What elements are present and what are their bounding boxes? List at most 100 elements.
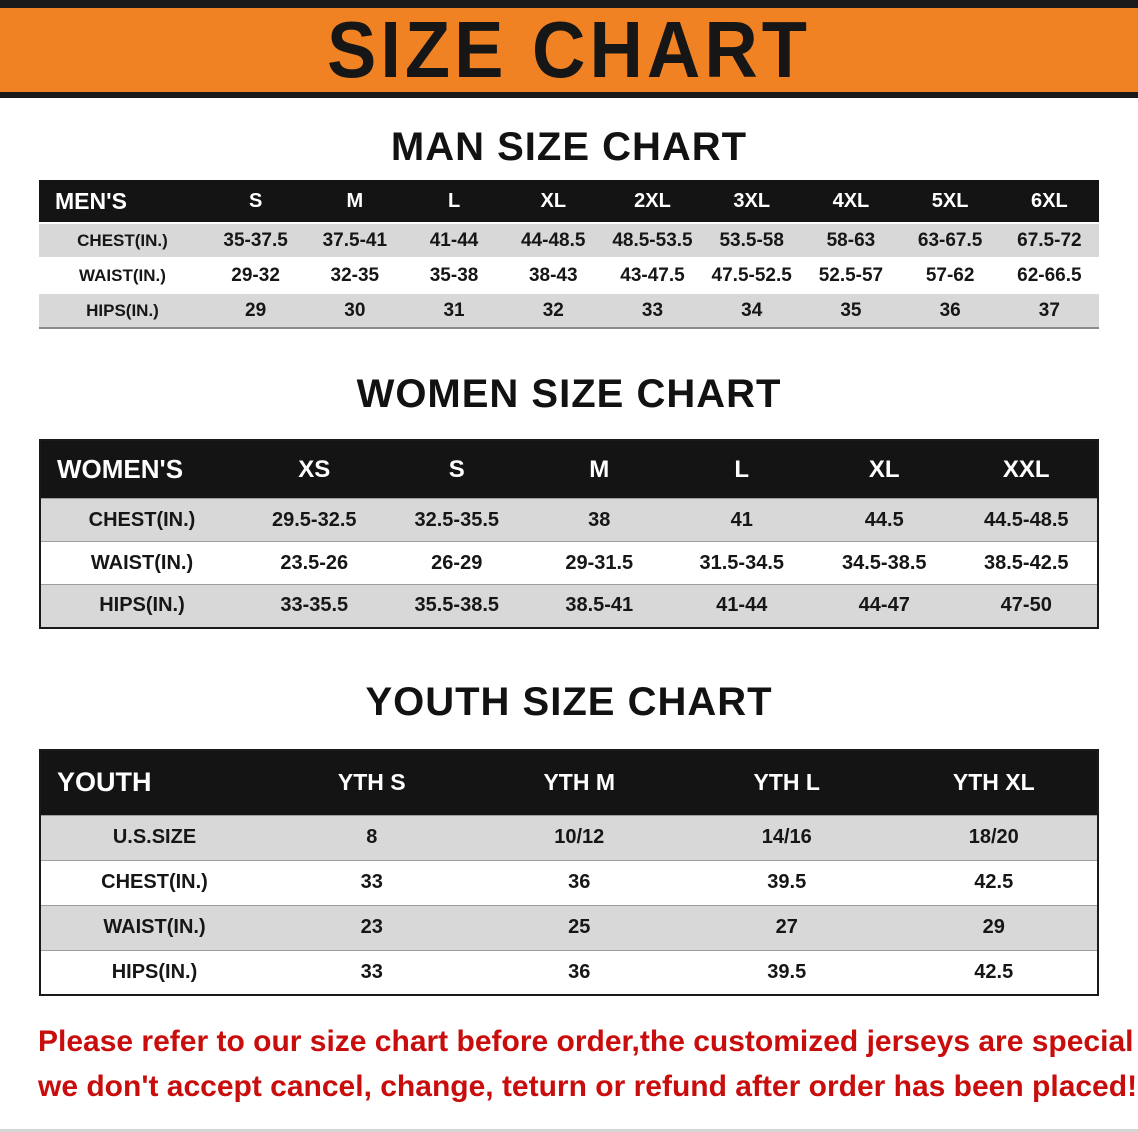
size-value-cell: 53.5-58 <box>719 229 784 251</box>
size-column-header: 5XL <box>900 180 1000 223</box>
size-value-cell: 33 <box>360 871 383 893</box>
size-value-cell: 38-43 <box>528 264 578 286</box>
size-value-cell: 25 <box>568 916 591 938</box>
size-value-cell: 32-35 <box>330 264 380 286</box>
women-size-table: WOMEN'S XS S M L XL XXL CHEST(IN.) 29.5-32.5 32.5… <box>39 439 1099 629</box>
size-value-cell: 41-44 <box>716 594 768 617</box>
size-column-header: XXL <box>955 440 1098 499</box>
size-value-cell: 39.5 <box>767 960 807 983</box>
size-value-cell: 42.5 <box>974 960 1014 983</box>
size-value-cell: 58-63 <box>826 229 876 251</box>
page-title: SIZE CHART <box>327 4 811 95</box>
table-header-row: YOUTH YTH S YTH M YTH L YTH XL <box>40 749 1098 815</box>
size-value-cell: 44.5-48.5 <box>983 508 1069 531</box>
size-column-header: 4XL <box>801 180 901 223</box>
size-value-cell: 38.5-42.5 <box>983 551 1069 574</box>
size-value-cell: 63-67.5 <box>917 229 983 251</box>
size-column-header: S <box>206 180 306 223</box>
size-value-cell: 38 <box>588 508 611 531</box>
youth-size-table: YOUTH YTH S YTH M YTH L YTH XL U.S.SIZE 8 10/12… <box>39 748 1099 996</box>
row-label: HIPS(IN.) <box>99 594 185 617</box>
size-value-cell: 36 <box>939 299 961 321</box>
size-value-cell: 62-66.5 <box>1017 264 1082 286</box>
youth-section: YOUTH SIZE CHART YOUTH YTH S YTH M YTH L YTH… <box>0 679 1138 996</box>
size-value-cell: 27 <box>775 916 798 938</box>
size-value-cell: 48.5-53.5 <box>612 229 693 251</box>
size-value-cell: 18/20 <box>968 826 1019 848</box>
row-label: CHEST(IN.) <box>88 508 196 531</box>
size-value-cell: 33 <box>360 960 383 983</box>
size-value-cell: 33-35.5 <box>280 594 349 617</box>
size-value-cell: 30 <box>344 299 366 321</box>
size-value-cell: 67.5-72 <box>1017 229 1082 251</box>
table-row: HIPS(IN.) 29 30 31 32 33 34 35 36 37 <box>39 293 1099 328</box>
table-row: WAIST(IN.) 23.5-26 26-29 29-31.5 31.5-34.5 34… <box>40 541 1098 585</box>
size-column-header: M <box>305 180 405 223</box>
size-value-cell: 37 <box>1038 299 1060 321</box>
size-column-header: 6XL <box>999 180 1099 223</box>
table-corner-label: MEN'S <box>39 180 206 223</box>
table-header-row: WOMEN'S XS S M L XL XXL <box>40 440 1098 499</box>
size-value-cell: 39.5 <box>767 871 807 893</box>
size-value-cell: 36 <box>568 871 591 893</box>
row-label: WAIST(IN.) <box>90 551 194 574</box>
size-value-cell: 14/16 <box>761 826 812 848</box>
size-value-cell: 29 <box>982 916 1005 938</box>
size-value-cell: 44-48.5 <box>521 229 586 251</box>
table-corner-label: YOUTH <box>40 749 268 815</box>
size-value-cell: 41 <box>730 508 753 531</box>
size-value-cell: 47-50 <box>1000 594 1052 617</box>
size-value-cell: 35-37.5 <box>223 229 288 251</box>
size-value-cell: 41-44 <box>429 229 479 251</box>
size-value-cell: 29.5-32.5 <box>271 508 357 531</box>
disclaimer-line-2: we don't accept cancel, change, teturn o… <box>38 1069 1138 1103</box>
size-value-cell: 42.5 <box>974 871 1014 893</box>
size-value-cell: 34 <box>741 299 763 321</box>
size-column-header: YTH M <box>475 749 683 815</box>
size-column-header: XS <box>243 440 386 499</box>
size-value-cell: 35-38 <box>429 264 479 286</box>
size-value-cell: 23 <box>360 916 383 938</box>
size-value-cell: 32.5-35.5 <box>414 508 499 531</box>
size-value-cell: 35 <box>840 299 862 321</box>
size-value-cell: 52.5-57 <box>818 264 884 286</box>
table-header-row: MEN'S S M L XL 2XL 3XL 4XL 5XL 6XL <box>39 180 1099 223</box>
women-section-heading: WOMEN SIZE CHART <box>356 372 782 416</box>
size-value-cell: 10/12 <box>554 826 605 848</box>
table-row: HIPS(IN.) 33 36 39.5 42.5 <box>40 950 1098 995</box>
row-label: CHEST(IN.) <box>77 230 168 250</box>
size-column-header: XL <box>813 440 956 499</box>
size-chart-banner: SIZE CHART <box>0 0 1138 98</box>
size-value-cell: 31.5-34.5 <box>699 551 784 574</box>
size-column-header: YTH L <box>683 749 891 815</box>
size-value-cell: 38.5-41 <box>565 594 634 617</box>
table-row: WAIST(IN.) 23 25 27 29 <box>40 905 1098 950</box>
size-value-cell: 44-47 <box>858 594 910 617</box>
size-value-cell: 44.5 <box>864 508 904 531</box>
size-value-cell: 32 <box>542 299 564 321</box>
table-row: CHEST(IN.) 35-37.5 37.5-41 41-44 44-48.5 48.5… <box>39 223 1099 258</box>
women-section: WOMEN SIZE CHART WOMEN'S XS S M L XL XXL CHEST(… <box>0 371 1138 629</box>
disclaimer-line-1: Please refer to our size chart before or… <box>38 1025 1138 1058</box>
table-row: U.S.SIZE 8 10/12 14/16 18/20 <box>40 815 1098 860</box>
size-column-header: M <box>528 440 671 499</box>
size-value-cell: 29-31.5 <box>565 551 634 574</box>
size-value-cell: 31 <box>443 299 465 321</box>
size-value-cell: 36 <box>568 960 591 983</box>
size-value-cell: 29-32 <box>231 264 280 286</box>
men-size-table: MEN'S S M L XL 2XL 3XL 4XL 5XL 6XL CHEST(IN.) 35-37… <box>39 180 1099 329</box>
size-column-header: YTH S <box>268 749 476 815</box>
table-row: CHEST(IN.) 29.5-32.5 32.5-35.5 38 41 44.5 44.5… <box>40 498 1098 542</box>
size-value-cell: 57-62 <box>925 264 975 286</box>
disclaimer: Please refer to our size chart before or… <box>0 1022 1138 1107</box>
row-label: HIPS(IN.) <box>86 300 159 320</box>
row-label: WAIST(IN.) <box>79 265 166 285</box>
size-column-header: L <box>670 440 813 499</box>
size-value-cell: 33 <box>641 299 664 321</box>
row-label: HIPS(IN.) <box>111 960 198 983</box>
row-label: U.S.SIZE <box>112 826 197 848</box>
size-value-cell: 35.5-38.5 <box>414 594 499 617</box>
size-value-cell: 43-47.5 <box>620 264 685 286</box>
size-column-header: S <box>385 440 528 499</box>
size-column-header: L <box>404 180 504 223</box>
